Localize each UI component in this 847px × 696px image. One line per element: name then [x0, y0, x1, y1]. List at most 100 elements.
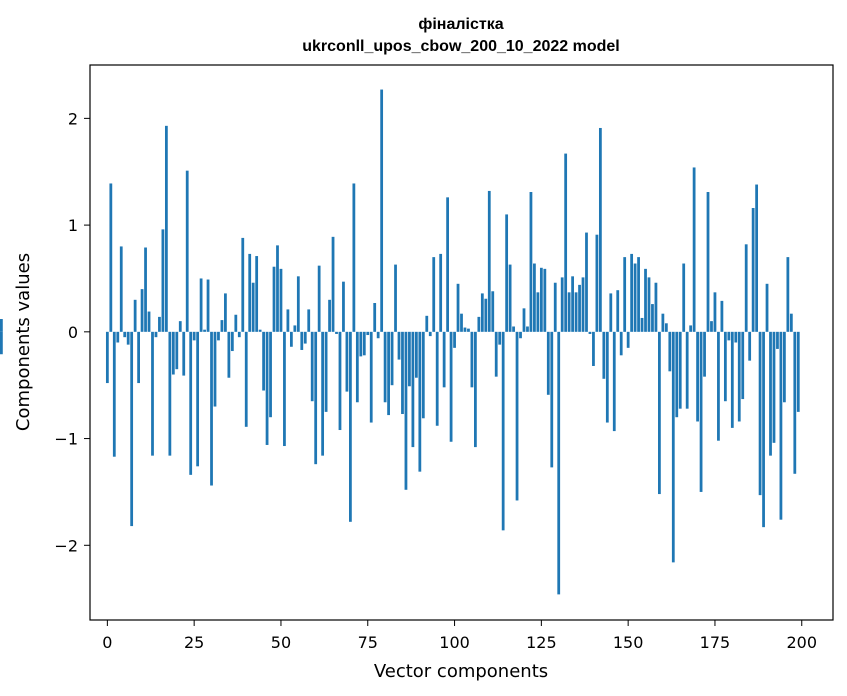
- bar: [723, 331, 727, 402]
- bar: [164, 125, 168, 332]
- bar: [0, 331, 3, 355]
- bar: [428, 331, 432, 337]
- bar: [529, 192, 533, 332]
- bar: [338, 331, 342, 431]
- y-tick-label: 1: [68, 216, 78, 235]
- bar: [387, 331, 390, 416]
- bar: [137, 331, 140, 384]
- bar: [154, 331, 158, 338]
- bar: [397, 331, 401, 360]
- bar: [689, 325, 693, 332]
- bar: [671, 331, 675, 563]
- bar: [255, 256, 259, 332]
- bar: [116, 331, 120, 343]
- bar: [408, 331, 411, 387]
- bar: [574, 292, 578, 332]
- bar: [647, 277, 651, 332]
- bar: [699, 331, 703, 492]
- bar: [345, 331, 349, 392]
- bar: [748, 331, 752, 361]
- bar: [185, 170, 189, 332]
- bar: [196, 331, 200, 467]
- bar: [404, 331, 408, 490]
- bar: [720, 300, 724, 332]
- bar: [234, 314, 238, 332]
- x-tick-label: 75: [358, 633, 378, 652]
- bar: [262, 331, 265, 391]
- bar: [203, 329, 206, 332]
- x-tick-label: 0: [102, 633, 112, 652]
- x-tick-label: 25: [184, 633, 204, 652]
- bar: [192, 331, 196, 341]
- bar: [477, 316, 481, 332]
- bar: [578, 284, 581, 332]
- bar: [692, 167, 696, 332]
- bar: [487, 190, 491, 332]
- bar: [741, 331, 745, 400]
- bar: [224, 293, 227, 332]
- bar: [453, 331, 456, 348]
- bar: [133, 299, 137, 332]
- x-tick-label: 200: [786, 633, 817, 652]
- bar: [321, 331, 325, 456]
- y-tick-label: −1: [54, 430, 78, 449]
- bar-series: [0, 89, 800, 595]
- bar: [755, 184, 759, 332]
- bar: [373, 303, 377, 332]
- bar: [762, 331, 765, 528]
- bar: [463, 327, 467, 332]
- bar: [744, 244, 748, 332]
- bar: [758, 331, 762, 496]
- bar: [237, 331, 241, 338]
- bar: [519, 331, 522, 339]
- bar: [109, 183, 113, 332]
- y-axis-label: Components values: [13, 253, 34, 431]
- bar: [317, 265, 321, 332]
- bar: [414, 331, 418, 378]
- bar: [522, 308, 526, 332]
- bar: [119, 246, 123, 332]
- bar: [533, 263, 536, 332]
- bar: [581, 277, 585, 332]
- chart-title-line-1: фіналістка: [418, 16, 503, 33]
- bar: [623, 257, 627, 332]
- bar: [619, 331, 623, 356]
- bar: [126, 331, 130, 345]
- bar: [644, 268, 647, 332]
- bar: [244, 331, 248, 427]
- bar: [178, 321, 182, 332]
- bar: [171, 331, 175, 375]
- bar: [536, 292, 540, 332]
- bar: [783, 331, 786, 403]
- bar: [494, 331, 498, 377]
- bar: [609, 293, 613, 332]
- bar: [772, 331, 776, 443]
- bar: [789, 313, 793, 332]
- bar: [793, 331, 797, 474]
- bar: [265, 331, 269, 445]
- bar: [369, 331, 373, 423]
- bar: [147, 311, 151, 332]
- bar: [713, 292, 717, 332]
- bar: [637, 257, 640, 332]
- bar: [678, 331, 682, 409]
- bar: [383, 331, 387, 403]
- bar: [401, 331, 404, 415]
- bar: [553, 282, 557, 332]
- bar: [168, 331, 172, 456]
- bar: [112, 331, 116, 457]
- bar: [335, 331, 338, 334]
- bar: [355, 331, 359, 403]
- bar: [303, 331, 307, 344]
- bar: [310, 331, 314, 402]
- x-axis-label: Vector components: [374, 661, 548, 682]
- bar: [598, 127, 602, 332]
- bar: [460, 313, 463, 332]
- bar: [123, 331, 127, 338]
- bar: [675, 331, 679, 418]
- bar: [630, 253, 634, 332]
- bar: [241, 237, 245, 332]
- bar: [557, 331, 561, 595]
- bar: [640, 317, 644, 332]
- bar: [776, 331, 779, 349]
